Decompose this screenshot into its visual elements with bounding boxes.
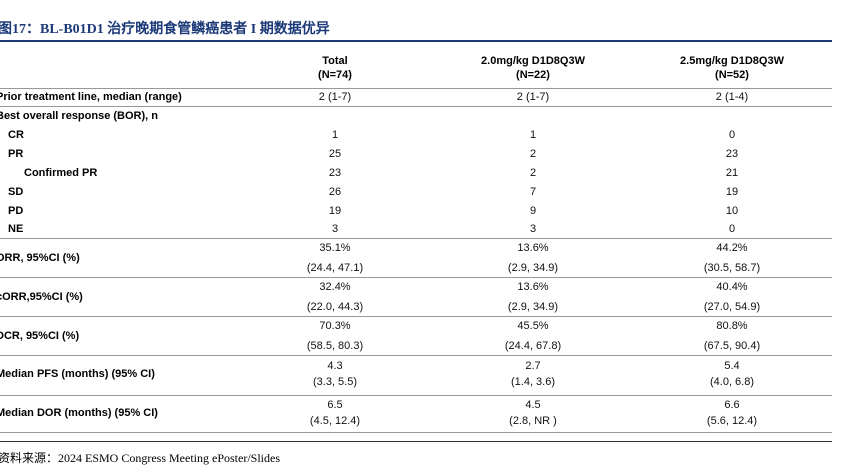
cell-value: 2 (1-4) (715, 91, 749, 103)
cell-value: (3.3, 5.5) (312, 376, 358, 388)
row-label: PR (8, 148, 24, 160)
cell-value: 19 (328, 205, 342, 217)
column-header: (N=22) (516, 69, 550, 81)
cell-value: 2 (529, 167, 537, 179)
row-label: Prior treatment line, median (range) (0, 91, 182, 103)
cell-value: 45.5% (517, 320, 549, 332)
cell-value: 3 (331, 223, 339, 235)
column-header: 2.0mg/kg D1D8Q3W (481, 55, 585, 67)
row-label: PD (8, 205, 24, 217)
cell-value: 26 (328, 186, 342, 198)
cell-value: (2.9, 34.9) (507, 262, 559, 274)
cell-value: 1 (529, 129, 537, 141)
row-divider (0, 106, 832, 107)
row-divider (0, 355, 832, 356)
cell-value: 23 (725, 148, 739, 160)
row-label: SD (8, 186, 24, 198)
cell-value: 32.4% (319, 281, 351, 293)
row-divider (0, 238, 832, 239)
cell-value: 13.6% (517, 242, 549, 254)
row-label: CR (8, 129, 24, 141)
cell-value: (2.8, NR ) (509, 415, 557, 427)
cell-value: 7 (529, 186, 537, 198)
cell-value: 4.5 (525, 399, 541, 411)
row-label: Confirmed PR (24, 167, 98, 179)
row-label: Median DOR (months) (95% CI) (0, 407, 158, 419)
cell-value: 13.6% (517, 281, 549, 293)
rule (0, 40, 832, 42)
cell-value: 23 (328, 167, 342, 179)
cell-value: (1.4, 3.6) (510, 376, 556, 388)
cell-value: 19 (725, 186, 739, 198)
cell-value: 21 (725, 167, 739, 179)
cell-value: 2 (529, 148, 537, 160)
cell-value: 80.8% (716, 320, 748, 332)
cell-value: (4.5, 12.4) (309, 415, 361, 427)
cell-value: 35.1% (319, 242, 351, 254)
row-label: Best overall response (BOR), n (0, 110, 158, 122)
cell-value: (30.5, 58.7) (703, 262, 761, 274)
column-header: (N=52) (715, 69, 749, 81)
cell-value: 6.6 (724, 399, 740, 411)
row-divider (0, 316, 832, 317)
row-label: DCR, 95%CI (%) (0, 330, 80, 342)
row-divider (0, 395, 832, 396)
cell-value: (24.4, 47.1) (306, 262, 364, 274)
cell-value: 25 (328, 148, 342, 160)
cell-value: 9 (529, 205, 537, 217)
rule (0, 441, 832, 442)
figure-title: 图17：BL-B01D1 治疗晚期食管鳞癌患者 I 期数据优异 (0, 22, 330, 37)
cell-value: (5.6, 12.4) (706, 415, 758, 427)
cell-value: 3 (529, 223, 537, 235)
cell-value: 2 (1-7) (516, 91, 550, 103)
cell-value: 1 (331, 129, 339, 141)
cell-value: 2 (1-7) (318, 91, 352, 103)
column-header: (N=74) (318, 69, 352, 81)
cell-value: (24.4, 67.8) (504, 340, 562, 352)
row-divider (0, 277, 832, 278)
row-divider (0, 88, 832, 89)
cell-value: (22.0, 44.3) (306, 301, 364, 313)
row-label: Median PFS (months) (95% CI) (0, 368, 155, 380)
cell-value: 40.4% (716, 281, 748, 293)
cell-value: (67.5, 90.4) (703, 340, 761, 352)
cell-value: (27.0, 54.9) (703, 301, 761, 313)
row-label: NE (8, 223, 24, 235)
cell-value: (58.5, 80.3) (306, 340, 364, 352)
column-header: 2.5mg/kg D1D8Q3W (680, 55, 784, 67)
cell-value: 5.4 (724, 360, 740, 372)
column-header: Total (322, 55, 348, 67)
cell-value: 0 (728, 223, 736, 235)
cell-value: (2.9, 34.9) (507, 301, 559, 313)
source-note: 资料来源：2024 ESMO Congress Meeting ePoster/… (0, 451, 280, 465)
cell-value: 4.3 (327, 360, 343, 372)
cell-value: 10 (725, 205, 739, 217)
cell-value: 70.3% (319, 320, 351, 332)
cell-value: (4.0, 6.8) (709, 376, 755, 388)
cell-value: 0 (728, 129, 736, 141)
cell-value: 6.5 (327, 399, 343, 411)
cell-value: 2.7 (525, 360, 541, 372)
row-divider (0, 432, 832, 433)
row-label: cORR,95%CI (%) (0, 291, 83, 303)
row-label: ORR, 95%CI (%) (0, 252, 80, 264)
cell-value: 44.2% (716, 242, 748, 254)
